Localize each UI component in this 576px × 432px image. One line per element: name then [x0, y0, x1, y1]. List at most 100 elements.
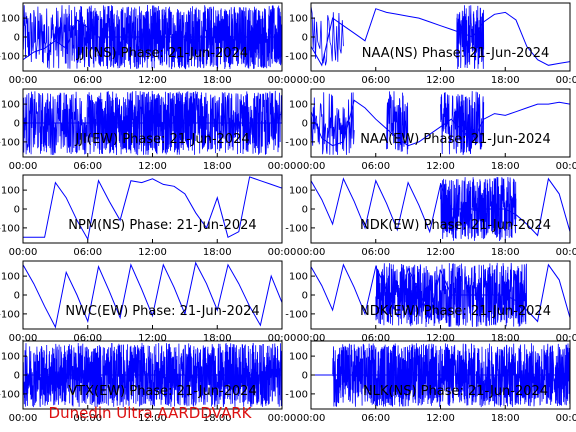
series-line-1 [311, 99, 570, 147]
y-tick-label: -100 [0, 51, 20, 62]
x-tick-label: 06:00 [361, 413, 390, 424]
noise-trace-1 [440, 176, 517, 242]
chart-panel-2: 100 0 -100 00:00 06:00 12:00 18:00 00:00 NAA(NS)… [285, 2, 576, 86]
noise-trace-1 [23, 5, 67, 69]
x-tick-label: 00:00 [268, 413, 297, 424]
noise-trace-2 [311, 6, 344, 66]
chart-panel-10: 100 0 -100 00:00 06:00 12:00 18:00 00:00 NLK(NS)… [285, 340, 576, 424]
noise-trace-3 [195, 90, 282, 155]
x-tick-label: 06:00 [73, 161, 102, 172]
x-tick-label: 06:00 [361, 161, 390, 172]
x-tick-label: 00:00 [9, 75, 38, 86]
y-tick-label: -100 [285, 51, 308, 62]
chart-panel-9: 100 0 -100 00:00 06:00 12:00 18:00 00:00 VTX(EW)… [0, 340, 297, 424]
series-line-1 [23, 176, 282, 241]
x-tick-label: 12:00 [138, 161, 167, 172]
x-tick-label: 00:00 [297, 75, 326, 86]
x-tick-label: 18:00 [203, 333, 232, 344]
x-tick-label: 00:00 [556, 247, 576, 258]
x-tick-label: 00:00 [556, 333, 576, 344]
chart-title: VTX(EW) Phase: 21-Jun-2024 [68, 384, 256, 399]
noise-trace-2 [65, 5, 99, 69]
y-tick-label: 100 [289, 352, 308, 363]
y-tick-label: 100 [289, 14, 308, 25]
x-tick-label: 18:00 [491, 247, 520, 258]
y-tick-label: -100 [285, 223, 308, 234]
x-tick-label: 06:00 [73, 75, 102, 86]
y-tick-label: -100 [285, 137, 308, 148]
y-tick-label: 100 [1, 186, 20, 197]
chart-title: JJI(NS) Phase: 21-Jun-2024 [76, 46, 248, 61]
noise-trace-1 [311, 92, 355, 155]
chart-panel-1: 100 0 -100 00:00 06:00 12:00 18:00 00:00 JJI(NS)… [0, 2, 297, 86]
x-tick-label: 12:00 [426, 75, 455, 86]
x-tick-label: 00:00 [268, 75, 297, 86]
x-tick-label: 00:00 [268, 333, 297, 344]
chart-title: NWC(EW) Phase: 21-Jun-2024 [65, 304, 259, 319]
y-tick-label: -100 [285, 389, 308, 400]
y-tick-label: -100 [0, 137, 20, 148]
x-tick-label: 18:00 [203, 75, 232, 86]
x-tick-label: 12:00 [138, 333, 167, 344]
credit-label: Dunedin Ultra AARDDVARK [48, 404, 252, 422]
y-tick-label: 0 [302, 119, 308, 130]
series-line-1 [23, 19, 282, 61]
noise-trace-1 [23, 342, 282, 408]
y-tick-label: 0 [14, 119, 20, 130]
noise-trace-2 [386, 91, 409, 155]
x-tick-label: 00:00 [556, 161, 576, 172]
y-tick-label: 100 [1, 352, 20, 363]
series-line-1 [311, 8, 570, 67]
x-tick-label: 06:00 [73, 247, 102, 258]
y-tick-label: 0 [14, 33, 20, 44]
x-tick-label: 06:00 [361, 247, 390, 258]
x-tick-label: 06:00 [361, 75, 390, 86]
x-tick-label: 12:00 [138, 75, 167, 86]
x-tick-label: 00:00 [9, 161, 38, 172]
y-tick-label: 0 [14, 291, 20, 302]
y-tick-label: 100 [289, 100, 308, 111]
series-line-1 [311, 263, 570, 323]
x-tick-label: 18:00 [491, 75, 520, 86]
noise-trace-3 [440, 91, 485, 156]
x-tick-label: 12:00 [426, 247, 455, 258]
chart-panel-3: 100 0 -100 00:00 06:00 12:00 18:00 00:00 JJI(EW)… [0, 88, 297, 172]
chart-panel-8: 100 0 -100 00:00 06:00 12:00 18:00 00:00 NDK(EW)… [285, 260, 576, 344]
x-tick-label: 00:00 [9, 247, 38, 258]
y-tick-label: 0 [302, 33, 308, 44]
x-tick-label: 12:00 [138, 247, 167, 258]
chart-panel-4: 100 0 -100 00:00 06:00 12:00 18:00 00:00 NAA(EW)… [285, 88, 576, 172]
noise-trace-3 [98, 4, 282, 70]
x-tick-label: 00:00 [268, 247, 297, 258]
y-tick-label: 100 [1, 272, 20, 283]
x-tick-label: 12:00 [426, 161, 455, 172]
chart-title: NDK(EW) Phase: 21-Jun-2024 [360, 218, 551, 233]
y-tick-label: -100 [285, 309, 308, 320]
x-tick-label: 12:00 [426, 333, 455, 344]
x-tick-label: 18:00 [203, 247, 232, 258]
x-tick-label: 06:00 [73, 333, 102, 344]
y-tick-label: 100 [289, 272, 308, 283]
y-tick-label: 0 [302, 205, 308, 216]
x-tick-label: 00:00 [268, 161, 297, 172]
x-tick-label: 00:00 [556, 75, 576, 86]
series-line-1 [311, 177, 570, 237]
chart-title: NAA(EW) Phase: 21-Jun-2024 [360, 132, 551, 147]
x-tick-label: 00:00 [297, 413, 326, 424]
x-tick-label: 00:00 [9, 333, 38, 344]
x-tick-label: 00:00 [297, 247, 326, 258]
y-tick-label: 0 [14, 205, 20, 216]
chart-panel-5: 100 0 -100 00:00 06:00 12:00 18:00 00:00 NPM(NS)… [0, 174, 297, 258]
chart-title: NPM(NS) Phase: 21-Jun-2024 [68, 218, 256, 233]
y-tick-label: 100 [289, 186, 308, 197]
x-tick-label: 00:00 [556, 413, 576, 424]
x-tick-label: 12:00 [426, 413, 455, 424]
y-tick-label: -100 [0, 223, 20, 234]
x-tick-label: 00:00 [297, 333, 326, 344]
x-tick-label: 18:00 [491, 413, 520, 424]
y-tick-label: 100 [1, 14, 20, 25]
x-tick-label: 18:00 [491, 161, 520, 172]
chart-title: NLK(NS) Phase: 21-Jun-2024 [363, 384, 548, 399]
chart-panel-6: 100 0 -100 00:00 06:00 12:00 18:00 00:00 NDK(EW)… [285, 174, 576, 258]
